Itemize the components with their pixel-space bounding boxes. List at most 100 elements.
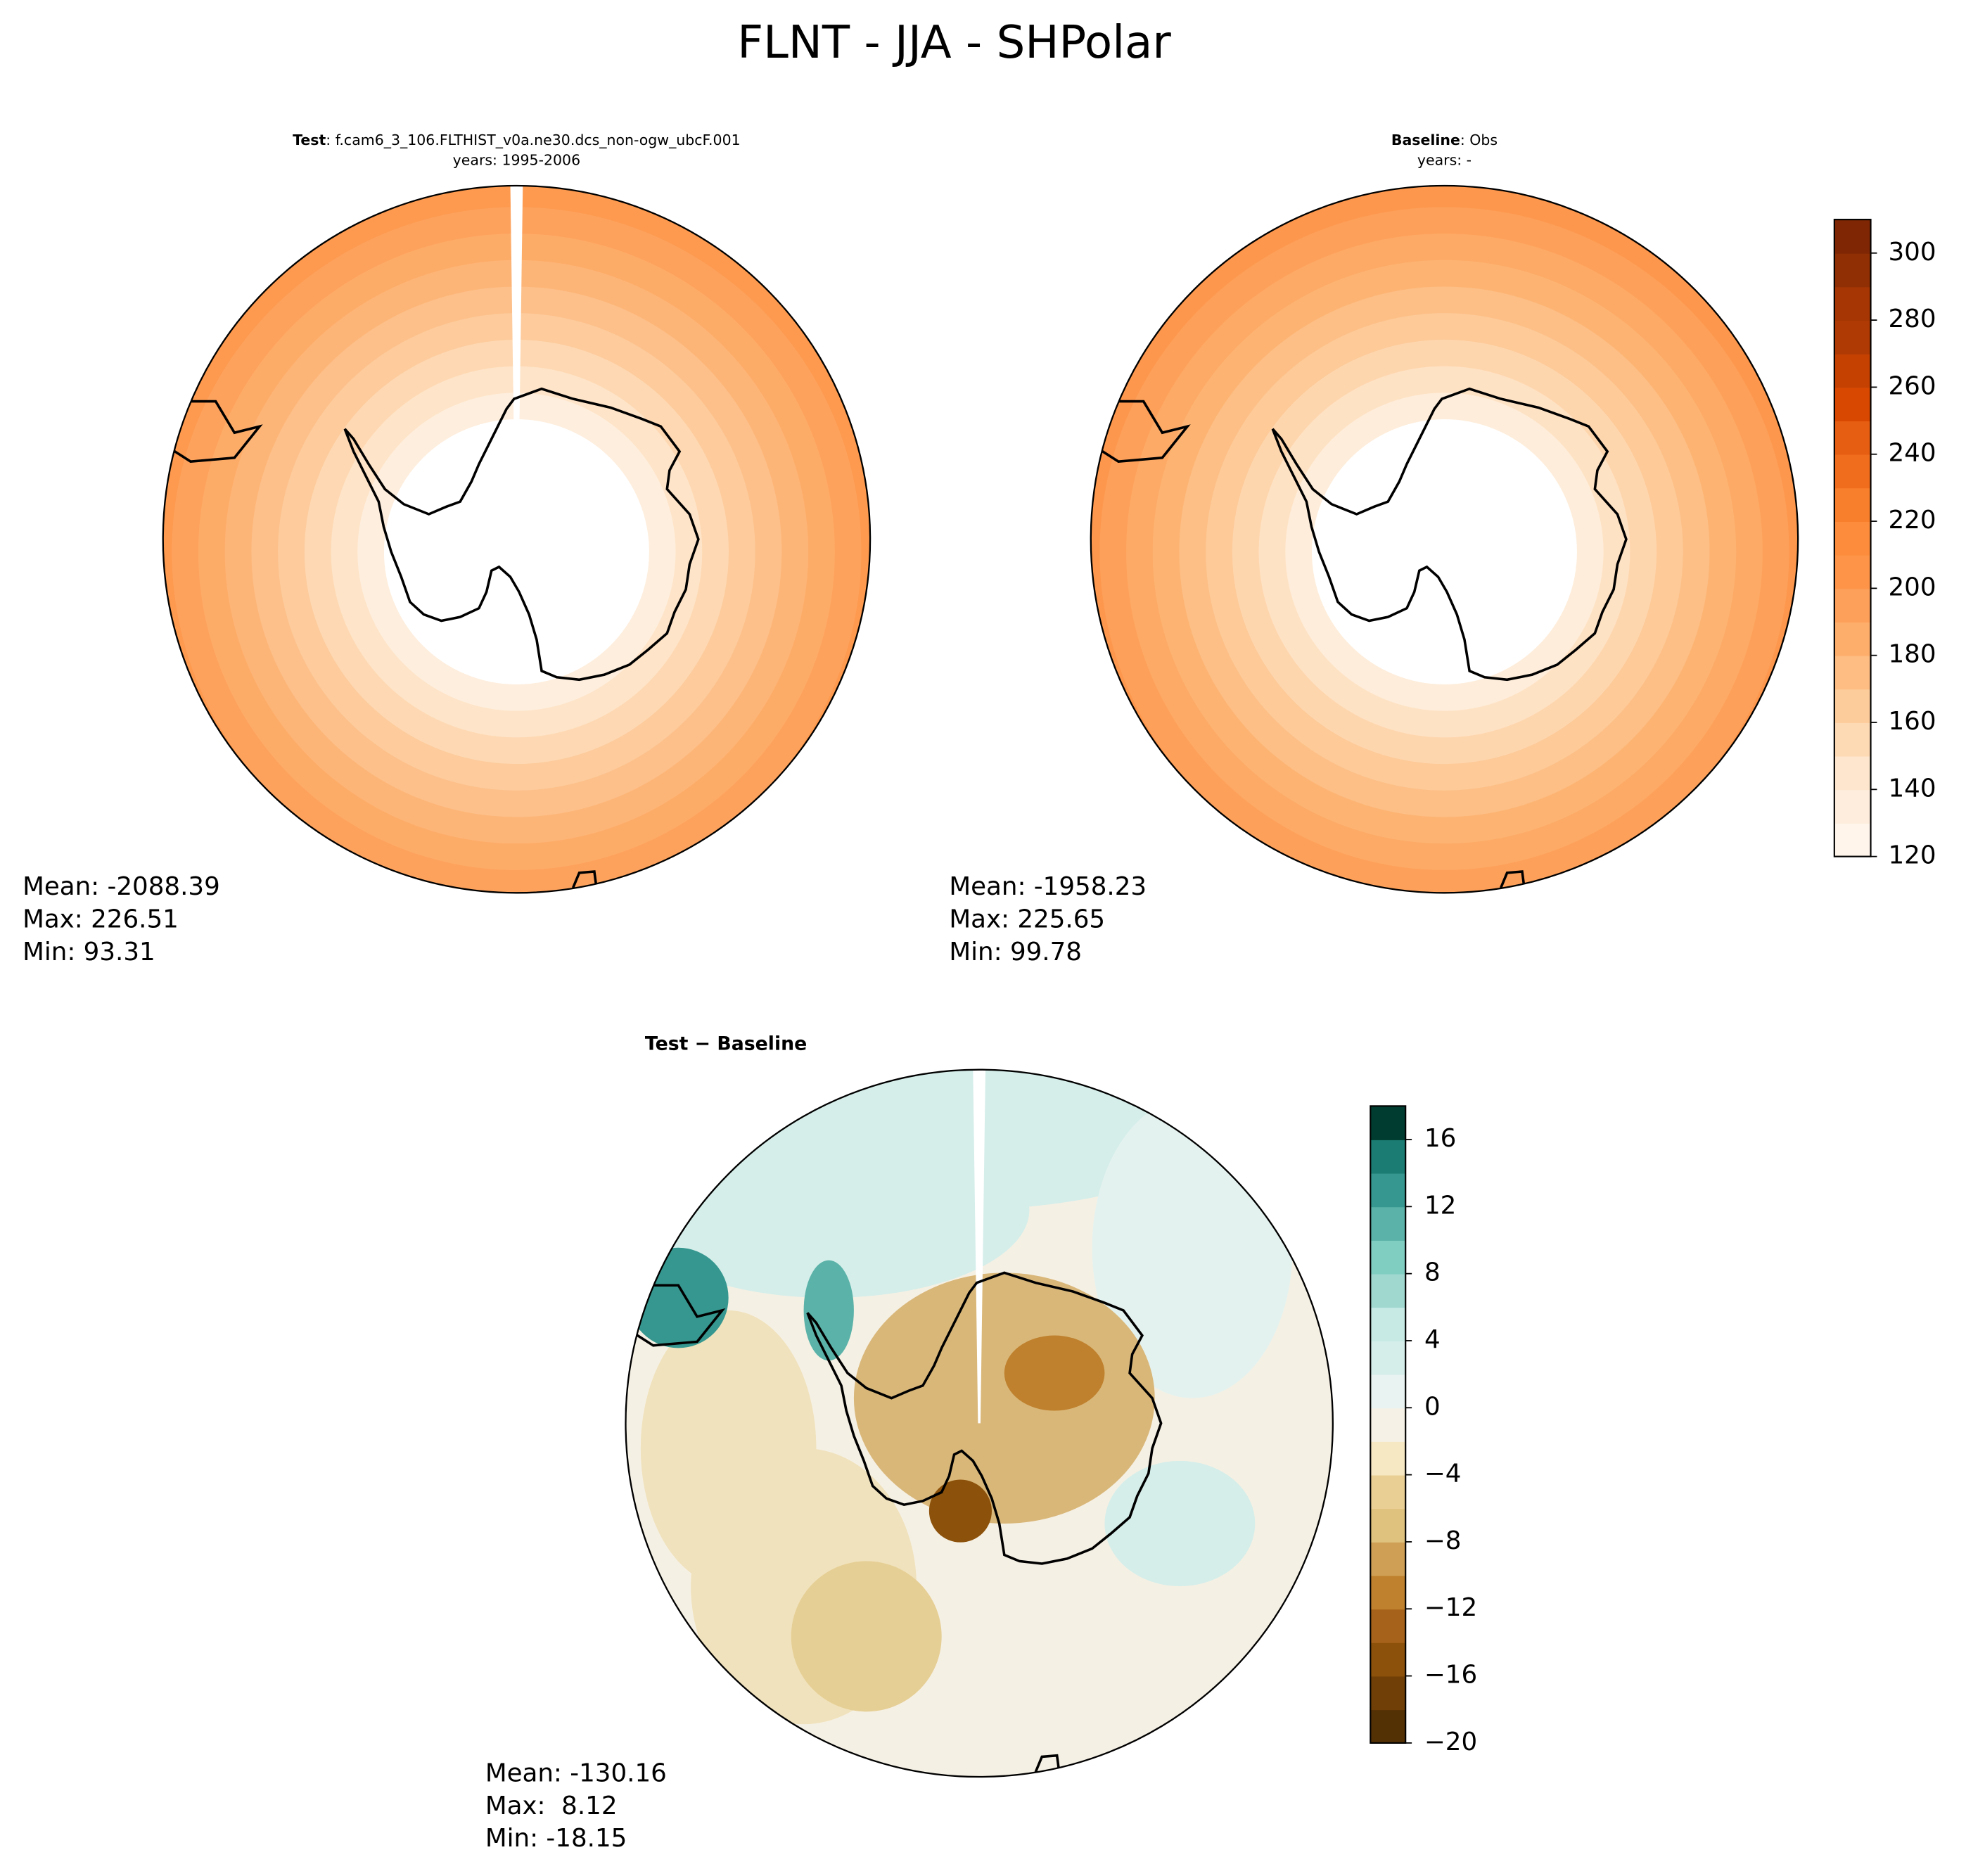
colorbar-tick-label: 4 — [1424, 1325, 1441, 1354]
panel-title: Baseline: Obs — [1391, 132, 1498, 148]
colorbar-segment — [1834, 689, 1871, 723]
panel-title: Test: f.cam6_3_106.FLTHIST_v0a.ne30.dcs_… — [293, 132, 741, 148]
colorbar-tick-label: 220 — [1888, 506, 1936, 535]
colorbar-segment — [1834, 755, 1871, 791]
colorbar-segment — [1834, 286, 1871, 321]
stat-text: Mean: -2088.39 — [23, 872, 220, 901]
map-field — [1090, 185, 1799, 893]
colorbar-segment — [1834, 554, 1871, 589]
map-field — [162, 185, 871, 893]
colorbar-segment — [1370, 1408, 1406, 1442]
stat-text: Max: 226.51 — [23, 905, 179, 934]
colorbar-segment — [1370, 1239, 1406, 1275]
colorbar-segment — [1834, 454, 1871, 489]
colorbar-segment — [1370, 1541, 1406, 1576]
colorbar-tick-label: 0 — [1424, 1392, 1441, 1421]
colorbar-segment — [1370, 1206, 1406, 1241]
colorbar-segment — [1834, 722, 1871, 757]
colorbar-segment — [1370, 1340, 1406, 1375]
colorbar-segment — [1370, 1474, 1406, 1510]
map-boundary — [1090, 184, 1799, 894]
stat-text: Min: 93.31 — [23, 938, 155, 966]
colorbar-tick-label: −16 — [1424, 1661, 1477, 1690]
stat-text: Max: 225.65 — [949, 905, 1105, 934]
stat-text: Mean: -130.16 — [485, 1759, 667, 1787]
field-contour — [1104, 1460, 1256, 1587]
colorbar-tick-label: −8 — [1424, 1526, 1462, 1555]
colorbar-segment — [1370, 1173, 1406, 1208]
colorbar-segment — [1370, 1609, 1406, 1643]
colorbar-segment — [1834, 421, 1871, 455]
field-contour — [928, 1479, 992, 1543]
figure-title: FLNT - JJA - SHPolar — [737, 16, 1171, 69]
field-contour — [1311, 419, 1577, 684]
coastline-island — [1034, 1754, 1061, 1775]
coastline-south-america — [1090, 400, 1191, 463]
panel-title-bold: Test — [293, 132, 326, 148]
colorbar-segment — [1834, 588, 1871, 623]
colorbar-segment — [1834, 219, 1871, 254]
colorbar-segment — [1834, 622, 1871, 656]
colorbar-segment — [1370, 1374, 1406, 1409]
colorbar-segment — [1370, 1575, 1406, 1610]
field-contour — [853, 1272, 1155, 1524]
colorbar-tick-label: 280 — [1888, 305, 1936, 333]
panel-title-bold: Baseline — [1391, 132, 1460, 148]
colorbar-tick-label: 140 — [1888, 774, 1936, 803]
colorbar-segment — [1834, 789, 1871, 824]
missing-wedge — [510, 185, 523, 540]
map-panel: Baseline: Obs years: - Mean: -1958.23 Max: … — [949, 132, 1936, 966]
colorbar-segment — [1370, 1709, 1406, 1744]
colorbar-segment — [1370, 1140, 1406, 1174]
colorbar-segment — [1370, 1106, 1406, 1140]
stat-text: Min: -18.15 — [485, 1824, 627, 1853]
stat-text: Mean: -1958.23 — [949, 872, 1147, 901]
colorbar-segment — [1834, 353, 1871, 388]
colorbar-tick-label: 120 — [1888, 841, 1936, 870]
coastline-south-america — [625, 1284, 726, 1347]
panel-subtitle: years: - — [1417, 151, 1472, 168]
map-panel: Test − Baseline Mean: -130.16 Max: 8.12 Min… — [485, 1033, 1477, 1853]
field-contour — [1004, 1335, 1105, 1411]
map-boundary — [162, 184, 872, 894]
panel-title: Test − Baseline — [645, 1033, 807, 1055]
colorbar-frame — [1370, 1105, 1407, 1744]
colorbar-tick-label: 8 — [1424, 1258, 1441, 1287]
colorbar-tick-label: 300 — [1888, 238, 1936, 267]
colorbar-segment — [1834, 253, 1871, 288]
colorbar-segment — [1834, 822, 1871, 857]
colorbar-tick-label: −20 — [1424, 1728, 1477, 1756]
colorbar-segment — [1834, 387, 1871, 421]
colorbar-segment — [1370, 1642, 1406, 1677]
colorbar-segment — [1370, 1508, 1406, 1543]
stat-text: Max: 8.12 — [485, 1792, 618, 1820]
colorbar-segment — [1370, 1273, 1406, 1308]
colorbar-tick-label: 160 — [1888, 707, 1936, 736]
map-field — [625, 1069, 1333, 1778]
colorbar-segment — [1370, 1676, 1406, 1711]
map-boundary — [625, 1068, 1334, 1778]
colorbar-segment — [1834, 655, 1871, 690]
colorbar-tick-label: 16 — [1424, 1124, 1456, 1153]
map-panel: Test: f.cam6_3_106.FLTHIST_v0a.ne30.dcs_… — [23, 132, 872, 966]
colorbar-tick-label: 180 — [1888, 640, 1936, 669]
colorbar-segment — [1370, 1441, 1406, 1476]
missing-wedge — [973, 1069, 986, 1424]
colorbar-tick-label: 12 — [1424, 1191, 1456, 1220]
colorbar-frame — [1833, 219, 1872, 857]
colorbar-tick-label: 260 — [1888, 371, 1936, 400]
colorbar-tick-label: −12 — [1424, 1593, 1477, 1622]
panel-title-text: : f.cam6_3_106.FLTHIST_v0a.ne30.dcs_non-… — [326, 132, 740, 148]
stat-text: Min: 99.78 — [949, 938, 1082, 966]
panel-subtitle: years: 1995-2006 — [453, 151, 580, 168]
field-contour — [628, 1247, 729, 1348]
colorbar-tick-label: 200 — [1888, 573, 1936, 601]
field-contour — [791, 1561, 942, 1712]
colorbar-segment — [1834, 521, 1871, 556]
panel-title-text: : Obs — [1460, 132, 1498, 148]
colorbar-tick-label: 240 — [1888, 439, 1936, 468]
colorbar-segment — [1370, 1307, 1406, 1341]
coastline-island — [571, 870, 599, 891]
coastline-island — [1500, 870, 1526, 891]
